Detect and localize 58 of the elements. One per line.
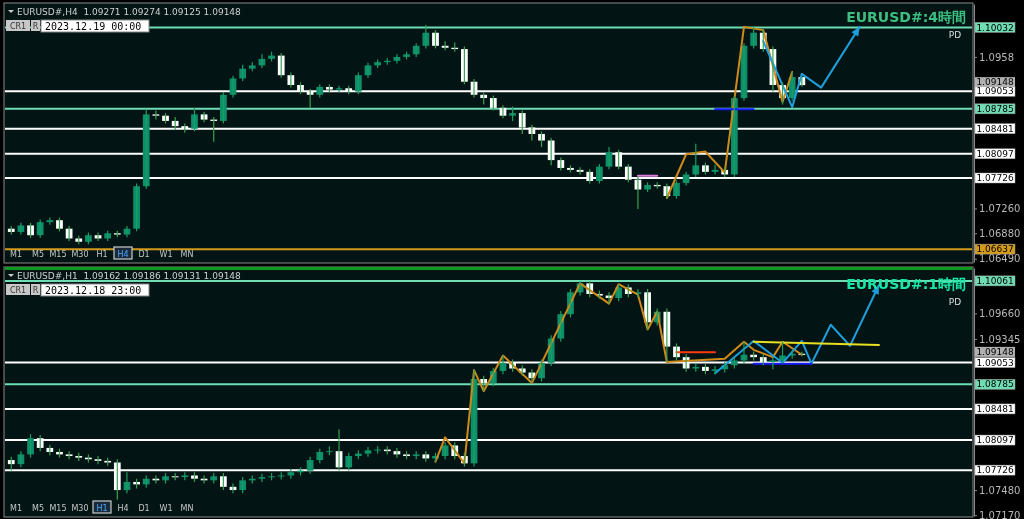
annotation: PD (948, 30, 962, 40)
line-series (665, 25, 794, 199)
ref-line-label: 1.08097 (976, 148, 1014, 159)
ref-line-label: 1.08481 (976, 123, 1014, 134)
text: 1.09148 (976, 347, 1014, 358)
ref-line-label: 1.08097 (976, 435, 1014, 446)
annotation: H4 (117, 504, 129, 513)
y-tick-label: 1.07170 (979, 509, 1021, 519)
ref-line-label: 1.10032 (976, 22, 1014, 33)
annotation: R (32, 22, 39, 31)
annotation: H4 (117, 250, 129, 259)
ref-line-label: 1.08481 (976, 404, 1014, 415)
annotation: MN (180, 250, 194, 259)
annotation: W1 (159, 504, 173, 513)
chart-title: EURUSD#:4時間 (846, 9, 966, 25)
annotation: PD (948, 297, 962, 307)
candlestick (133, 183, 140, 232)
annotation: CR1 (9, 22, 27, 31)
annotation: D1 (138, 504, 150, 513)
annotation: MN (180, 504, 194, 513)
annotation: CR1 (9, 286, 27, 295)
y-tick-label: 1.07480 (979, 484, 1021, 496)
y-tick-label: 1.09660 (979, 308, 1021, 320)
y-tick-label: 1.07260 (979, 203, 1021, 215)
ref-line-label: 1.07726 (976, 173, 1014, 184)
y-tick-label: 1.06490 (979, 253, 1021, 265)
ref-line-label: 1.08785 (976, 103, 1014, 114)
text: 1.09148 (976, 77, 1014, 88)
candlestick (354, 71, 362, 95)
annotation: 2023.12.18 23:00 (45, 284, 142, 296)
annotation: D1 (138, 250, 150, 259)
y-tick-label: 1.0958 (979, 51, 1014, 63)
candlestick (461, 45, 468, 85)
annotation: M30 (71, 250, 89, 259)
annotation: H1 (96, 250, 108, 259)
ref-line-label: 1.08785 (976, 379, 1014, 390)
annotation: M30 (71, 504, 89, 513)
annotation: M1 (10, 250, 22, 259)
candlestick (191, 107, 198, 132)
y-tick-label: 1.09345 (979, 333, 1021, 345)
ref-line-label: 1.09053 (976, 86, 1014, 97)
ref-line-label: 1.06637 (976, 244, 1014, 255)
ref-line-label: 1.10061 (976, 276, 1014, 287)
annotation: M5 (32, 504, 44, 513)
y-tick-label: 1.06880 (979, 227, 1021, 239)
annotation: EURUSD#,H4 1.09271 1.09274 1.09125 1.09148 (17, 7, 242, 17)
annotation: M1 (10, 504, 22, 513)
annotation: M5 (32, 250, 44, 259)
annotation: M15 (49, 250, 67, 259)
annotation: H1 (96, 504, 108, 513)
annotation: EURUSD#,H1 1.09162 1.09186 1.09131 1.09148 (17, 271, 242, 281)
annotation: M15 (49, 504, 67, 513)
line-series (434, 282, 803, 465)
ref-line-label: 1.09053 (976, 357, 1014, 368)
annotation: 2023.12.19 00:00 (45, 20, 142, 32)
annotation: W1 (159, 250, 173, 259)
annotation: R (32, 286, 39, 295)
ref-line-label: 1.07726 (976, 465, 1014, 476)
